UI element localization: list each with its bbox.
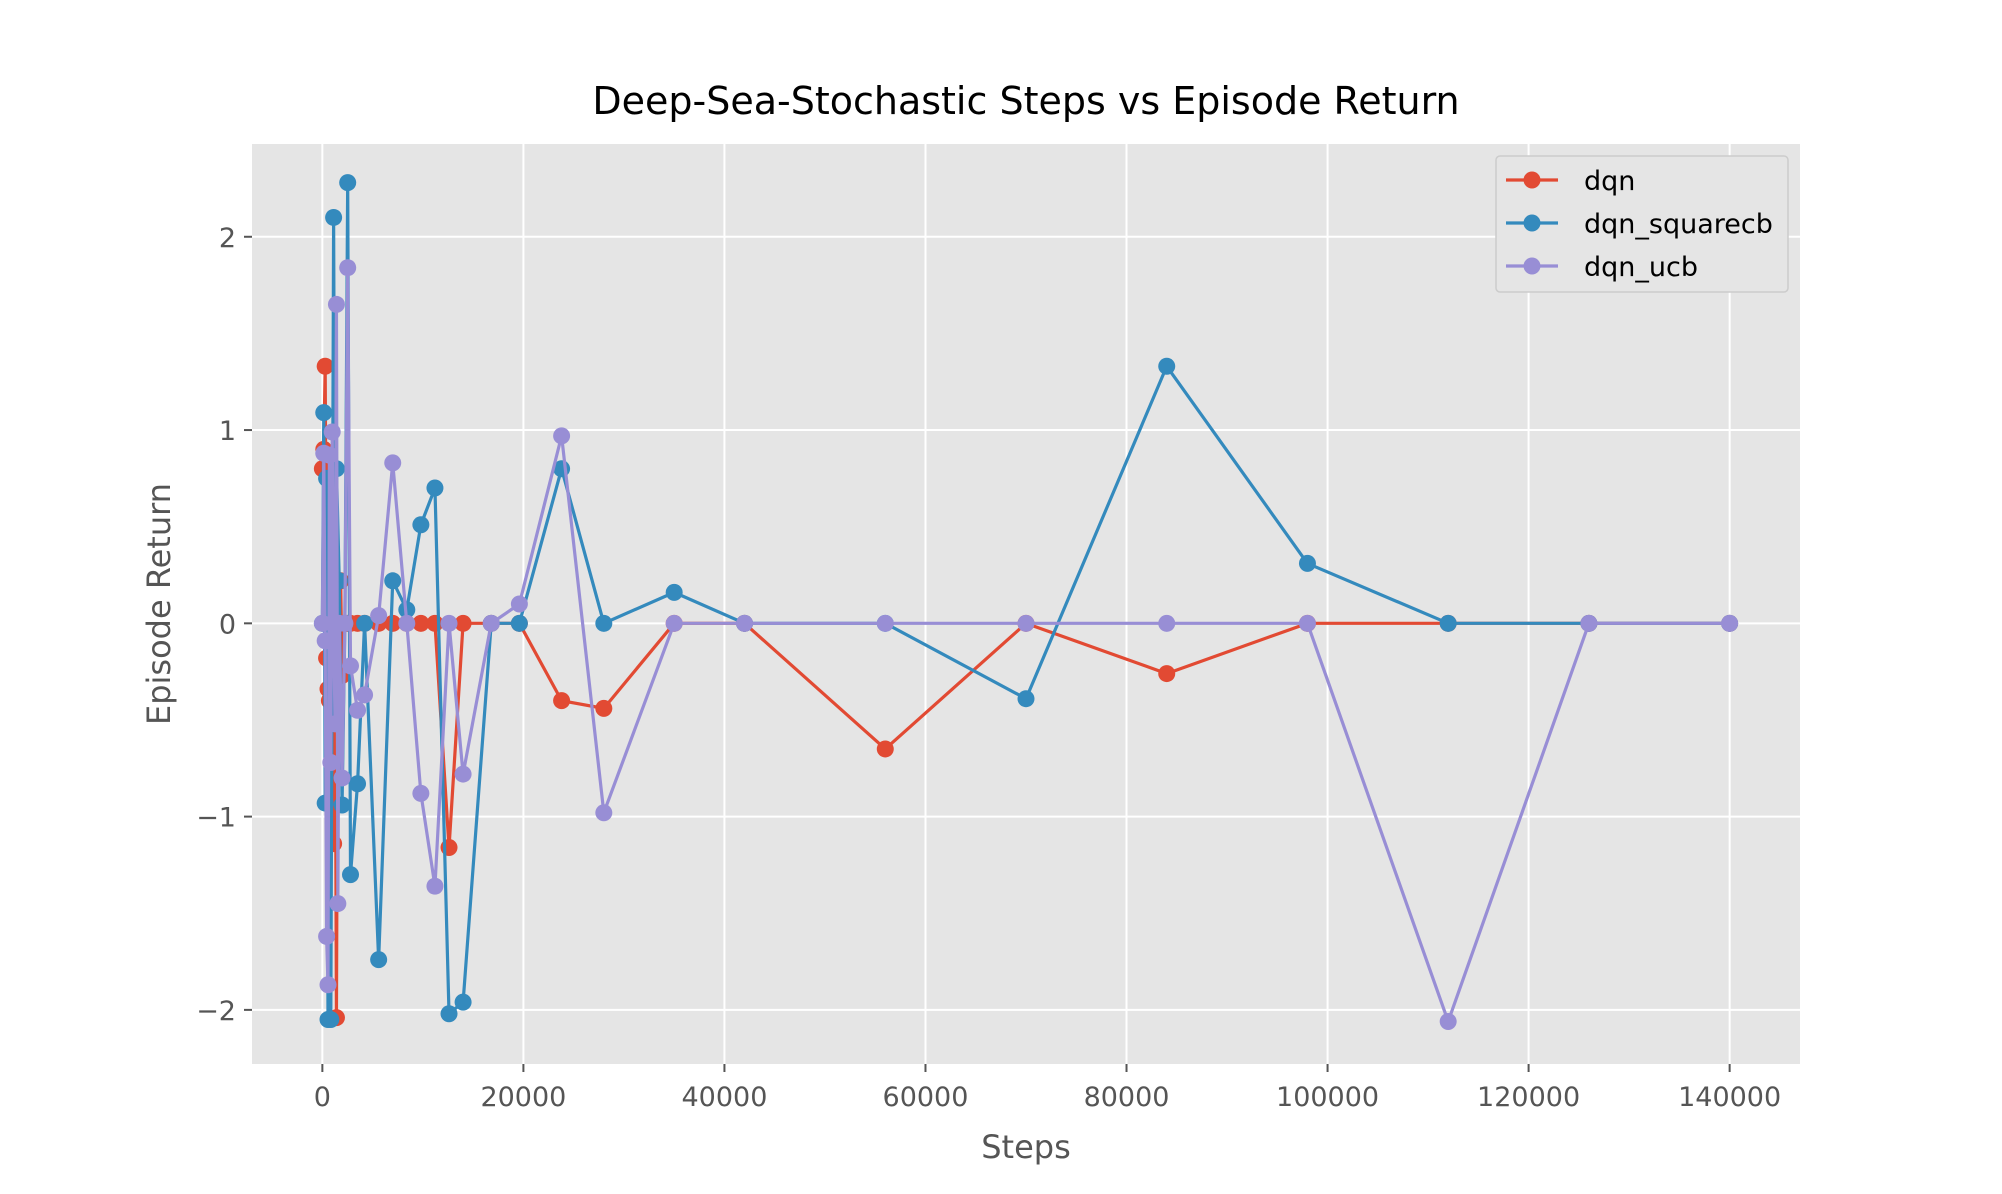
data-point	[412, 516, 430, 534]
data-point	[412, 784, 430, 802]
legend-label: dqn_ucb	[1584, 252, 1698, 283]
data-point	[665, 614, 683, 632]
x-tick-label: 40000	[681, 1082, 767, 1113]
data-point	[1580, 614, 1598, 632]
x-tick-label: 0	[314, 1082, 331, 1113]
data-point	[384, 454, 402, 472]
data-point	[342, 657, 360, 675]
data-point	[336, 614, 354, 632]
data-point	[454, 614, 472, 632]
data-point	[319, 976, 337, 994]
legend-label: dqn	[1584, 166, 1635, 197]
legend-box	[1495, 155, 1789, 293]
data-point	[316, 357, 334, 375]
data-point	[440, 1005, 458, 1023]
data-point	[1439, 614, 1457, 632]
legend-item-dqn_squarecb: dqn_squarecb	[1506, 209, 1773, 240]
data-point	[356, 686, 374, 704]
data-point	[370, 951, 388, 969]
legend-swatch-marker	[1523, 214, 1541, 232]
data-point	[1298, 554, 1316, 572]
data-point	[426, 877, 444, 895]
data-point	[349, 701, 367, 719]
data-point	[326, 715, 344, 733]
y-tick-label: 2	[219, 223, 236, 254]
data-point	[342, 866, 360, 884]
data-point	[356, 614, 374, 632]
data-point	[595, 804, 613, 822]
data-point	[322, 1011, 340, 1029]
x-tick-label: 60000	[883, 1082, 969, 1113]
data-point	[384, 572, 402, 590]
data-point	[398, 614, 416, 632]
data-point	[370, 607, 388, 625]
data-point	[1017, 690, 1035, 708]
data-point	[322, 753, 340, 771]
data-point	[1721, 614, 1739, 632]
legend-label: dqn_squarecb	[1584, 209, 1773, 240]
ticks: 0 20000 40000 60000 80000 100000 120000 140000 −…	[196, 223, 1781, 1113]
data-point	[1158, 357, 1176, 375]
y-tick-label: 0	[219, 609, 236, 640]
data-point	[320, 446, 338, 464]
data-point	[553, 427, 571, 445]
x-tick-label: 120000	[1477, 1082, 1580, 1113]
data-point	[595, 614, 613, 632]
data-point	[510, 614, 528, 632]
data-point	[1158, 665, 1176, 683]
x-tick-label: 80000	[1084, 1082, 1170, 1113]
data-point	[1158, 614, 1176, 632]
data-point	[1439, 1012, 1457, 1030]
series-layer	[313, 174, 1739, 1030]
data-point	[1017, 614, 1035, 632]
data-point	[510, 595, 528, 613]
data-point	[736, 614, 754, 632]
legend-swatch-marker	[1523, 171, 1541, 189]
legend-item-dqn_ucb: dqn_ucb	[1506, 252, 1698, 283]
data-point	[665, 583, 683, 601]
data-point	[426, 479, 444, 497]
data-point	[595, 699, 613, 717]
y-axis-label: Episode Return	[140, 483, 178, 725]
series-dqn_ucb	[313, 259, 1739, 1030]
data-point	[876, 740, 894, 758]
data-point	[318, 927, 336, 945]
x-tick-label: 140000	[1678, 1082, 1781, 1113]
legend-item-dqn: dqn	[1506, 166, 1635, 197]
data-point	[876, 614, 894, 632]
y-tick-label: −2	[196, 996, 236, 1027]
y-tick-label: −1	[196, 803, 236, 834]
data-point	[349, 775, 367, 793]
data-point	[440, 614, 458, 632]
legend-swatch-marker	[1523, 257, 1541, 275]
data-point	[339, 259, 357, 277]
data-point	[315, 404, 333, 422]
data-point	[412, 614, 430, 632]
data-point	[482, 614, 500, 632]
data-point	[339, 174, 357, 192]
x-tick-label: 20000	[480, 1082, 566, 1113]
data-point	[333, 769, 351, 787]
data-point	[553, 692, 571, 710]
data-point	[329, 895, 347, 913]
x-axis-label: Steps	[981, 1128, 1071, 1166]
chart-title: Deep-Sea-Stochastic Steps vs Episode Ret…	[592, 79, 1459, 123]
legend: dqn dqn_squarecb dqn_ucb	[1495, 155, 1789, 293]
data-point	[1298, 614, 1316, 632]
data-point	[325, 208, 343, 226]
data-point	[454, 993, 472, 1011]
data-point	[327, 295, 345, 313]
data-point	[454, 765, 472, 783]
x-tick-label: 100000	[1276, 1082, 1379, 1113]
data-point	[316, 632, 334, 650]
plot-area	[252, 144, 1800, 1064]
data-point	[323, 423, 341, 441]
y-tick-label: 1	[219, 416, 236, 447]
